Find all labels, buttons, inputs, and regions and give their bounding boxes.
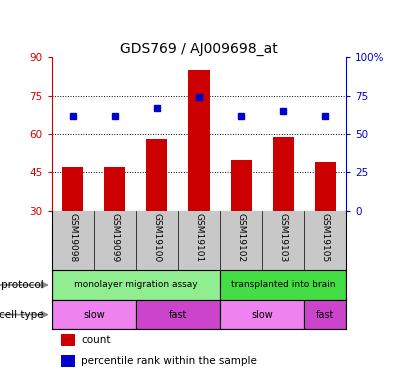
Bar (273, 136, 294, 211)
Text: protocol: protocol (1, 280, 44, 290)
Bar (220, 270, 346, 300)
Bar (136, 300, 220, 329)
Bar (230, 160, 252, 211)
Text: slow: slow (251, 310, 273, 320)
Text: GSM19099: GSM19099 (110, 213, 119, 262)
Text: GSM19098: GSM19098 (68, 213, 77, 262)
Text: slow: slow (83, 310, 105, 320)
Bar (52, 270, 220, 300)
Title: GDS769 / AJ009698_at: GDS769 / AJ009698_at (120, 42, 278, 56)
Bar (189, 70, 209, 211)
Text: fast: fast (316, 310, 334, 320)
Text: GSM19105: GSM19105 (321, 213, 330, 262)
Text: fast: fast (169, 310, 187, 320)
Bar (60, 334, 75, 346)
Bar (52, 300, 136, 329)
Text: GSM19102: GSM19102 (236, 213, 246, 262)
Bar (60, 354, 75, 367)
Bar (104, 167, 125, 211)
Text: count: count (81, 335, 111, 345)
Bar (62, 167, 83, 211)
Text: GSM19103: GSM19103 (279, 213, 288, 262)
Text: percentile rank within the sample: percentile rank within the sample (81, 356, 257, 366)
Bar (315, 162, 336, 211)
Text: monolayer migration assay: monolayer migration assay (74, 280, 198, 290)
Text: cell type: cell type (0, 310, 44, 320)
Text: GSM19100: GSM19100 (152, 213, 162, 262)
Bar (304, 300, 346, 329)
Text: GSM19101: GSM19101 (195, 213, 203, 262)
Text: transplanted into brain: transplanted into brain (231, 280, 336, 290)
Bar (146, 139, 168, 211)
Bar (220, 300, 304, 329)
